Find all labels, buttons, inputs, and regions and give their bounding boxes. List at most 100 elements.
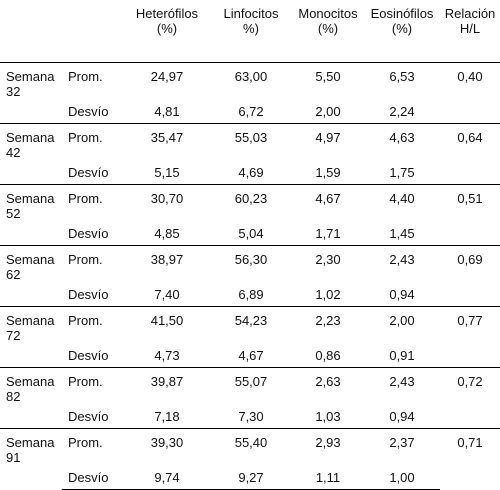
cell-desvio-value: 6,89 bbox=[238, 287, 264, 302]
hematology-table: Heterófilos (%) Linfocitos %) Monocitos … bbox=[0, 6, 500, 490]
cell-desvio-value: 6,72 bbox=[238, 104, 264, 119]
cell-prom-value: 2,43 bbox=[364, 245, 440, 284]
week-label-number: 32 bbox=[6, 84, 21, 99]
cell-desvio-value: 0,94 bbox=[389, 409, 415, 424]
cell-desvio-value: 5,15 bbox=[154, 165, 180, 180]
cell-ratio-hl: 0,72 bbox=[440, 367, 500, 429]
stat-label-desvio: Desvío bbox=[68, 409, 109, 424]
cell-desvio-value: 7,18 bbox=[154, 409, 180, 424]
week-label-word: Semana bbox=[6, 69, 55, 84]
table-row-desvio: Desvío 9,74 9,27 1,11 1,00 bbox=[0, 467, 500, 490]
cell-prom-value: 6,53 bbox=[364, 62, 440, 101]
cell-ratio-hl: 0,40 bbox=[440, 62, 500, 124]
cell-prom-value: 2,37 bbox=[364, 428, 440, 467]
table-row-prom: Semana 91 Prom. 39,30 55,40 2,93 2,37 0,71 bbox=[0, 428, 500, 490]
header-linfocitos: Linfocitos %) bbox=[210, 6, 292, 63]
cell-prom-value: 24,97 bbox=[124, 62, 210, 101]
cell-prom-value: 4,67 bbox=[292, 184, 364, 223]
stat-label-desvio: Desvío bbox=[68, 287, 109, 302]
cell-prom-value: 30,70 bbox=[124, 184, 210, 223]
week-label-number: 82 bbox=[6, 389, 21, 404]
stat-label-desvio: Desvío bbox=[68, 226, 109, 241]
header-monocitos: Monocitos (%) bbox=[292, 6, 364, 63]
stat-label-desvio: Desvío bbox=[62, 467, 124, 490]
table-row-prom: Semana 82 Prom. 39,87 55,07 2,63 2,43 0,72 bbox=[0, 367, 500, 429]
week-label: Semana 42 bbox=[0, 123, 62, 185]
cell-prom-value: 5,50 bbox=[292, 62, 364, 101]
table-row-prom: Semana 32 Prom. 24,97 63,00 5,50 6,53 0,40 bbox=[0, 62, 500, 124]
cell-prom-value: 2,63 bbox=[292, 367, 364, 406]
week-label-word: Semana bbox=[6, 252, 55, 267]
cell-prom-value: 54,23 bbox=[210, 306, 292, 345]
cell-desvio-value: 4,73 bbox=[154, 348, 180, 363]
week-label: Semana 52 bbox=[0, 184, 62, 246]
cell-prom-value: 2,00 bbox=[364, 306, 440, 345]
stat-label-prom: Prom. bbox=[62, 184, 124, 223]
cell-desvio-value: 7,30 bbox=[238, 409, 264, 424]
week-label-word: Semana bbox=[6, 374, 55, 389]
header-eosinofilos: Eosinófilos (%) bbox=[364, 6, 440, 63]
table-row-desvio: Desvío 4,85 5,04 1,71 1,45 bbox=[0, 223, 500, 246]
cell-ratio-hl: 0,71 bbox=[440, 428, 500, 490]
cell-desvio-value: 4,69 bbox=[238, 165, 264, 180]
cell-desvio-value: 1,00 bbox=[364, 467, 440, 490]
header-heterofilos-line1: Heterófilos bbox=[135, 6, 199, 21]
cell-prom-value: 35,47 bbox=[124, 123, 210, 162]
table-row-prom: Semana 52 Prom. 30,70 60,23 4,67 4,40 0,51 bbox=[0, 184, 500, 246]
stat-label-desvio: Desvío bbox=[68, 348, 109, 363]
cell-prom-value: 2,93 bbox=[292, 428, 364, 467]
stat-label-prom: Prom. bbox=[62, 245, 124, 284]
header-relacion-line1: Relación bbox=[444, 6, 496, 21]
table-row-prom: Semana 72 Prom. 41,50 54,23 2,23 2,00 0,77 bbox=[0, 306, 500, 368]
header-relacion-line2: H/L bbox=[459, 21, 481, 36]
cell-prom-value: 41,50 bbox=[124, 306, 210, 345]
stat-label-prom: Prom. bbox=[62, 62, 124, 101]
week-label-number: 91 bbox=[6, 450, 21, 465]
header-eosinofilos-line1: Eosinófilos bbox=[370, 6, 434, 21]
cell-prom-value: 38,97 bbox=[124, 245, 210, 284]
header-linfocitos-line1: Linfocitos bbox=[223, 6, 279, 21]
header-heterofilos: Heterófilos (%) bbox=[124, 6, 210, 63]
header-stat-cell bbox=[62, 6, 124, 63]
cell-desvio-value: 7,40 bbox=[154, 287, 180, 302]
week-label: Semana 82 bbox=[0, 367, 62, 429]
cell-desvio-value: 4,67 bbox=[238, 348, 264, 363]
cell-desvio-value: 1,03 bbox=[315, 409, 341, 424]
week-label-number: 52 bbox=[6, 206, 21, 221]
cell-desvio-value: 9,74 bbox=[124, 467, 210, 490]
cell-prom-value: 60,23 bbox=[210, 184, 292, 223]
table-row-desvio: Desvío 4,81 6,72 2,00 2,24 bbox=[0, 101, 500, 124]
header-relacion: Relación H/L bbox=[440, 6, 500, 63]
week-label: Semana 72 bbox=[0, 306, 62, 368]
cell-desvio-value: 1,02 bbox=[315, 287, 341, 302]
cell-prom-value: 4,40 bbox=[364, 184, 440, 223]
cell-desvio-value: 2,24 bbox=[389, 104, 415, 119]
cell-desvio-value: 0,86 bbox=[315, 348, 341, 363]
cell-prom-value: 4,63 bbox=[364, 123, 440, 162]
header-linfocitos-line2: %) bbox=[243, 21, 259, 36]
cell-prom-value: 55,03 bbox=[210, 123, 292, 162]
table-row-prom: Semana 42 Prom. 35,47 55,03 4,97 4,63 0,64 bbox=[0, 123, 500, 185]
cell-prom-value: 2,23 bbox=[292, 306, 364, 345]
header-monocitos-line2: (%) bbox=[317, 21, 339, 36]
stat-label-prom: Prom. bbox=[62, 306, 124, 345]
table-row-desvio: Desvío 5,15 4,69 1,59 1,75 bbox=[0, 162, 500, 185]
cell-desvio-value: 2,00 bbox=[315, 104, 341, 119]
header-monocitos-line1: Monocitos bbox=[298, 6, 358, 21]
header-eosinofilos-line2: (%) bbox=[391, 21, 413, 36]
cell-ratio-hl: 0,77 bbox=[440, 306, 500, 368]
stat-label-prom: Prom. bbox=[62, 367, 124, 406]
cell-desvio-value: 9,27 bbox=[210, 467, 292, 490]
table-row-desvio: Desvío 7,40 6,89 1,02 0,94 bbox=[0, 284, 500, 307]
week-label: Semana 32 bbox=[0, 62, 62, 124]
cell-prom-value: 63,00 bbox=[210, 62, 292, 101]
cell-desvio-value: 1,11 bbox=[292, 467, 364, 490]
week-label-number: 42 bbox=[6, 145, 21, 160]
cell-desvio-value: 0,94 bbox=[389, 287, 415, 302]
cell-prom-value: 2,30 bbox=[292, 245, 364, 284]
cell-prom-value: 4,97 bbox=[292, 123, 364, 162]
week-label-word: Semana bbox=[6, 313, 55, 328]
cell-desvio-value: 1,59 bbox=[315, 165, 341, 180]
cell-prom-value: 55,40 bbox=[210, 428, 292, 467]
week-label: Semana 91 bbox=[0, 428, 62, 490]
